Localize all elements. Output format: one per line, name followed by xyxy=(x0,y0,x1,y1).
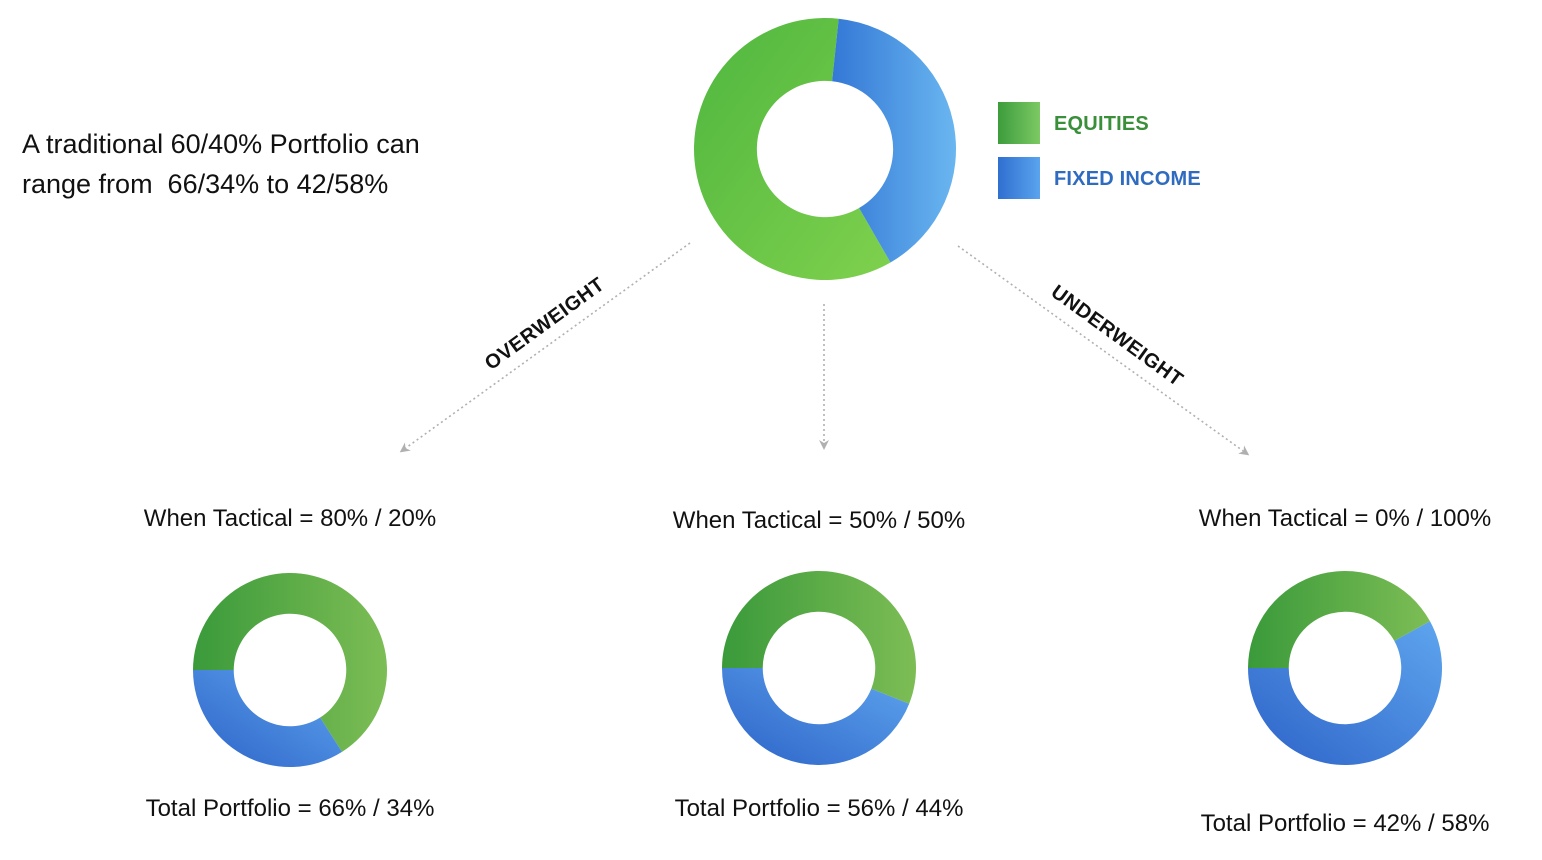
slice-fixed-income xyxy=(832,18,956,263)
arrow-overweight xyxy=(399,242,691,453)
intro-line-1: A traditional 60/40% Portfolio can xyxy=(22,129,420,159)
legend-label-equities: EQUITIES xyxy=(1054,113,1149,135)
intro-line-2: range from 66/34% to 42/58% xyxy=(22,169,389,199)
slice-equities xyxy=(1248,571,1431,668)
legend-swatch-equities xyxy=(998,102,1040,144)
legend-label-fixed-income: FIXED INCOME xyxy=(1054,168,1201,190)
main-donut-chart xyxy=(694,17,956,280)
slice-equities xyxy=(694,17,891,280)
intro-text: A traditional 60/40% Portfolio can range… xyxy=(22,124,420,204)
slice-equities xyxy=(722,571,916,704)
tactical-caption-neutral: When Tactical = 50% / 50% xyxy=(672,507,966,534)
overweight-donut-chart xyxy=(193,573,387,767)
total-caption-neutral: Total Portfolio = 56% / 44% xyxy=(674,795,964,822)
legend-fixed-income: FIXED INCOME xyxy=(998,157,1238,199)
neutral-donut-chart xyxy=(722,571,916,765)
slice-equities xyxy=(193,573,387,752)
slice-fixed-income xyxy=(1248,621,1442,765)
legend-equities: EQUITIES xyxy=(998,102,1238,144)
legend-swatch-fixed-income xyxy=(998,157,1040,199)
total-caption-underweight: Total Portfolio = 42% / 58% xyxy=(1200,810,1490,837)
total-caption-overweight: Total Portfolio = 66% / 34% xyxy=(145,795,435,822)
tactical-caption-overweight: When Tactical = 80% / 20% xyxy=(143,505,437,532)
slice-fixed-income xyxy=(722,668,910,765)
tactical-caption-underweight: When Tactical = 0% / 100% xyxy=(1198,505,1492,532)
slice-fixed-income xyxy=(193,670,342,767)
arrow-underweight xyxy=(957,245,1250,456)
underweight-donut-chart xyxy=(1248,571,1442,765)
